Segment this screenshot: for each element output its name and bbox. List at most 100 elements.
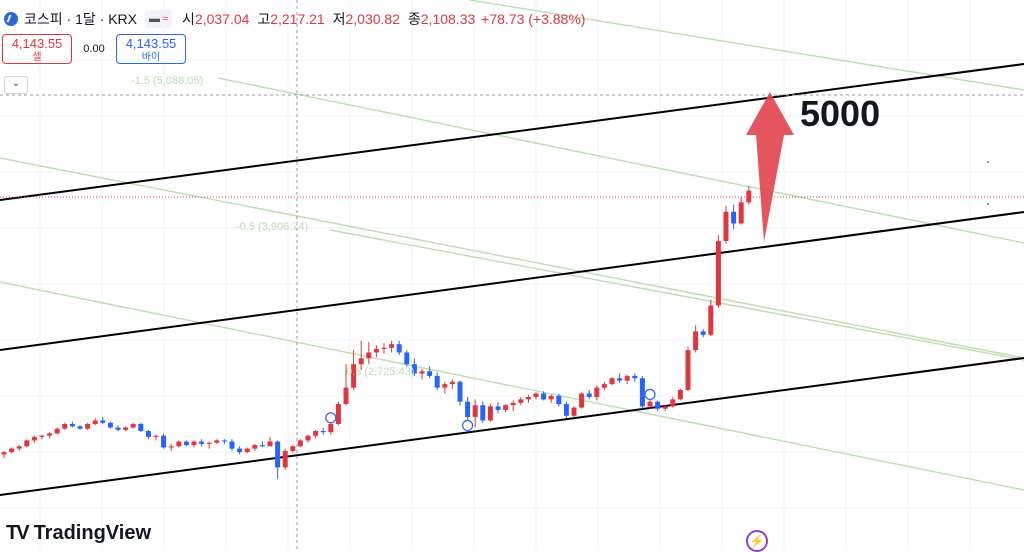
candle-body (221, 440, 227, 442)
candle-body (328, 423, 334, 433)
target-label: 5000 (800, 93, 880, 134)
buy-label: 바이 (141, 52, 161, 63)
candle-body (677, 389, 683, 400)
buy-price: 4,143.55 (125, 36, 177, 51)
candle-body (715, 241, 721, 306)
change-value: +78.73 (+3.88%) (481, 11, 586, 27)
candle-body (624, 375, 630, 381)
candle-body (449, 381, 455, 385)
candle-body (685, 350, 691, 390)
symbol-header: 코스피 · 1달 · KRX ▬ ≈ 시2,037.04 고2,217.21 저… (4, 8, 587, 30)
candle-body (69, 423, 75, 427)
candle-body (107, 422, 113, 428)
candle-body (297, 440, 303, 447)
candle-body (472, 405, 478, 417)
candle-body (145, 431, 151, 437)
candle-body (503, 405, 509, 410)
candle-body (518, 399, 524, 403)
candle-body (381, 347, 387, 349)
candle-body (176, 441, 182, 447)
candle-body (130, 423, 136, 428)
candle-body (571, 407, 577, 416)
dot-marker (987, 161, 989, 163)
wave-icon: ≈ (161, 13, 169, 25)
candle-body (533, 393, 539, 398)
candle-body (389, 344, 395, 348)
candle-body (617, 378, 623, 381)
candle-body (206, 442, 212, 444)
candle-body (465, 401, 471, 417)
fib-label-low: 0.5 (2,725.43) (346, 366, 415, 378)
candle-body (746, 190, 752, 203)
candle-body (24, 440, 30, 447)
sell-price: 4,143.55 (11, 36, 63, 51)
open-key: 시 (182, 11, 195, 27)
channel-lines (0, 63, 1024, 496)
candle-body (541, 393, 547, 400)
indicator-pill[interactable]: ▬ ≈ (144, 10, 173, 28)
candle-body (335, 404, 341, 424)
candle-body (457, 381, 463, 402)
candle-body (723, 211, 729, 242)
target-arrow (746, 92, 794, 242)
candle-body (54, 428, 60, 434)
fib-line (0, 281, 1024, 491)
candle-body (237, 448, 243, 453)
candle-body (183, 441, 189, 446)
candle-body (700, 331, 706, 335)
spread-value: 0.00 (83, 43, 105, 55)
candle-body (138, 423, 144, 432)
candle-body (92, 420, 98, 424)
candle-body (548, 395, 554, 400)
candle-body (168, 446, 174, 448)
candle-body (738, 202, 744, 224)
candle-body (480, 405, 486, 421)
candle-body (693, 331, 699, 351)
sell-label: 셀 (32, 52, 42, 63)
candle-body (199, 441, 205, 444)
high-key: 고 (257, 11, 271, 27)
candle-body (594, 387, 600, 398)
candle-body (639, 378, 645, 407)
candle-body (495, 406, 501, 410)
candle-body (556, 395, 562, 405)
candle-body (487, 406, 493, 421)
candle-body (320, 431, 326, 433)
candle-body (358, 358, 364, 365)
low-key: 저 (332, 11, 346, 27)
candle-body (39, 435, 45, 437)
lightning-icon[interactable]: ⚡ (746, 530, 768, 552)
candle-body (373, 348, 379, 353)
sell-button[interactable]: 4,143.55 셀 (2, 34, 72, 64)
fib-line (469, 0, 1024, 91)
candle-body (191, 441, 197, 446)
candle-body (290, 446, 296, 451)
candle-body (77, 426, 83, 429)
close-value: 2,108.33 (420, 11, 476, 27)
tradingview-brand: TV TradingView (6, 522, 151, 545)
channel-line (0, 357, 1024, 496)
channel-line (0, 63, 1024, 201)
pivot-circle (462, 419, 474, 432)
brand-name: TradingView (33, 522, 152, 544)
candles (1, 185, 752, 480)
ohlc-values: 시2,037.04 고2,217.21 저2,030.82 종2,108.33 … (180, 9, 587, 29)
candle-body (632, 375, 638, 379)
symbol-title[interactable]: 코스피 · 1달 · KRX (24, 11, 137, 27)
open-value: 2,037.04 (194, 11, 250, 27)
dot-marker (987, 203, 989, 205)
candle-body (525, 397, 531, 400)
fib-label-top: -1.5 (5,088.05) (131, 75, 203, 87)
chevron-down-icon[interactable]: ⌄ (4, 76, 28, 94)
candle-body (670, 399, 676, 407)
candle-body (655, 401, 661, 409)
pivot-markers (325, 388, 656, 432)
candle-body (1, 452, 7, 455)
fib-line (329, 229, 1024, 361)
close-key: 종 (407, 11, 421, 27)
buy-button[interactable]: 4,143.55 바이 (116, 34, 186, 64)
candle-body (351, 364, 357, 388)
channel-line (0, 211, 1024, 351)
